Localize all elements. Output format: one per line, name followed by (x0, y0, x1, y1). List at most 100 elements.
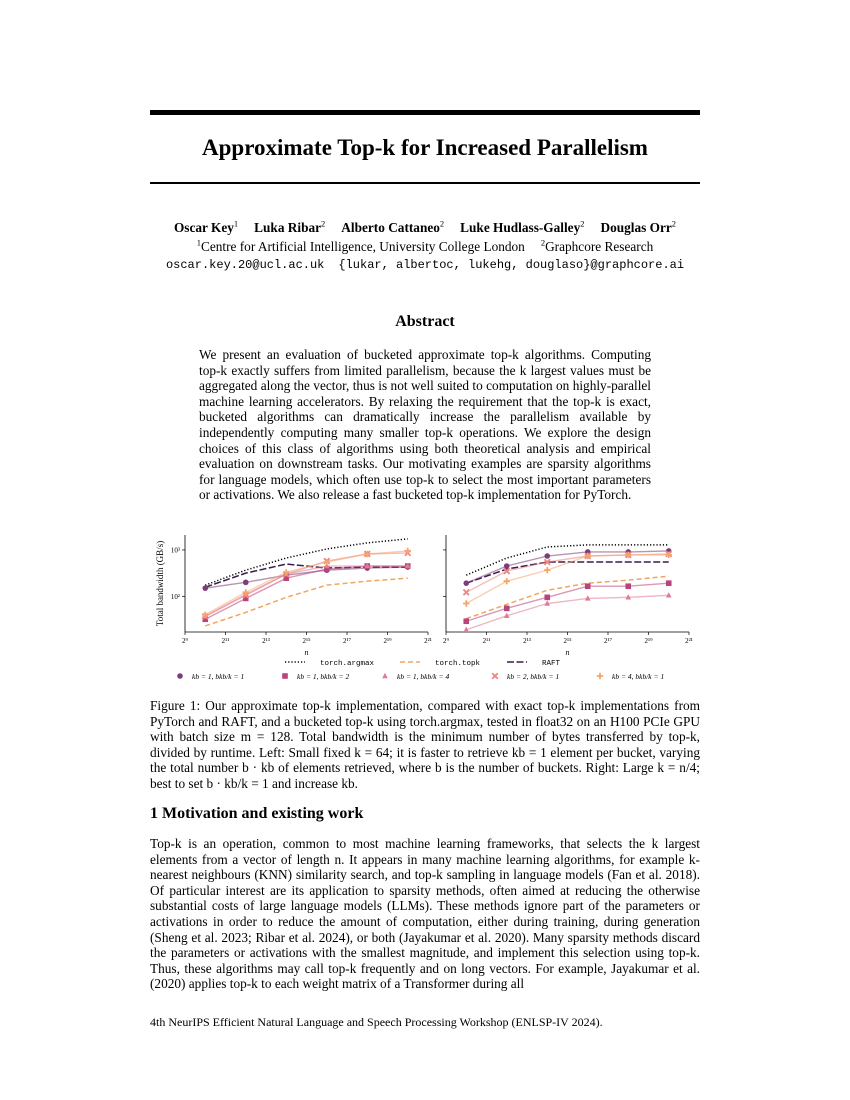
x-tick-label: 2²¹ (685, 637, 693, 645)
paper-title: Approximate Top-k for Increased Parallel… (202, 135, 648, 160)
marker-square (283, 575, 290, 581)
author-affil-mark: 2 (671, 219, 677, 229)
x-tick-label: 2¹⁷ (604, 637, 613, 645)
figure-caption: Figure 1: Our approximate top-k implemen… (150, 698, 700, 791)
marker-square (665, 580, 672, 586)
author-name: Luka Ribar (254, 220, 322, 236)
marker-square (503, 605, 510, 612)
marker-square (463, 618, 470, 625)
marker-plus (404, 547, 411, 555)
marker-x (543, 558, 551, 566)
legend-label: kb = 4, bkb/k = 1 (612, 672, 664, 681)
x-tick-label: 2¹¹ (483, 637, 491, 645)
series-line (465, 550, 669, 584)
marker-triangle (625, 594, 632, 600)
figure: 2⁹ 2¹¹ 2¹³ 2¹⁵ 2¹⁷ 2¹⁹ 2²¹ 10² 10³ n Total bandwid… (155, 535, 693, 681)
marker-plus (625, 551, 632, 559)
marker-square (323, 566, 330, 572)
marker-triangle (544, 600, 551, 606)
author: Oscar Key1 (173, 219, 238, 236)
author-name: Douglas Orr (600, 220, 672, 236)
marker-plus (323, 558, 330, 566)
marker-triangle (382, 672, 388, 679)
x-tick-label: 2¹⁵ (563, 637, 572, 645)
email: oscar.key.20@ucl.ac.uk (165, 258, 325, 272)
author: Douglas Orr2 (600, 219, 677, 236)
author-name: Luke Hudlass-Galley (460, 220, 581, 236)
author: Luke Hudlass-Galley2 (460, 219, 585, 236)
email-list: oscar.key.20@ucl.ac.uk {lukar, albertoc, … (150, 258, 700, 272)
x-tick-label: 2²¹ (424, 637, 432, 645)
marker-square (202, 616, 209, 623)
x-tick-label: 2¹⁵ (302, 637, 311, 645)
series-line (465, 544, 669, 576)
marker-plus (242, 589, 249, 596)
marker-circle (463, 580, 470, 586)
author: Luka Ribar2 (254, 219, 325, 236)
series-line (466, 561, 669, 584)
affil-name: Graphcore Research (545, 239, 654, 255)
abstract-text: We present an evaluation of bucketed app… (199, 347, 651, 503)
email: {lukar, albertoc, lukehg, douglaso}@grap… (338, 258, 685, 272)
marker-circle (544, 553, 551, 559)
x-tick-label: 2¹⁹ (644, 637, 653, 645)
legend-label: kb = 1, bkb/k = 4 (397, 672, 449, 681)
series-line (466, 575, 669, 620)
marker-plus (584, 552, 591, 560)
series-line (204, 550, 408, 616)
marker-triangle (503, 612, 510, 619)
marker-x (462, 588, 470, 596)
legend-label: kb = 1, bkb/k = 1 (192, 672, 244, 681)
marker-circle (177, 673, 183, 679)
legend-label: RAFT (542, 660, 561, 668)
affiliation-list: 1Centre for Artificial Intelligence, Uni… (150, 238, 700, 255)
marker-triangle (323, 562, 330, 569)
marker-plus (544, 566, 551, 574)
marker-square (584, 583, 591, 590)
author-name: Alberto Cattaneo (341, 220, 440, 236)
marker-circle (242, 579, 249, 586)
x-tick-label: 2¹¹ (222, 637, 230, 645)
marker-square (282, 673, 288, 679)
affil-name: Centre for Artificial Intelligence, Univ… (200, 239, 525, 255)
series-line (205, 566, 408, 589)
x-tick-label: 2¹³ (262, 637, 270, 645)
series-line (205, 577, 408, 627)
series-line (465, 554, 669, 605)
marker-circle (202, 585, 209, 591)
legend-label: torch.topk (435, 660, 481, 668)
abstract-heading: Abstract (395, 313, 455, 330)
marker-triangle (404, 562, 411, 569)
x-axis-label: n (305, 648, 309, 657)
author-list: Oscar Key1 Luka Ribar2 Alberto Cattaneo2 Lu… (150, 219, 700, 236)
affiliation: 2Graphcore Research (540, 238, 654, 255)
affil-mark: 1 (196, 238, 201, 248)
series-line (204, 538, 408, 586)
marker-triangle (364, 562, 371, 569)
affil-mark: 2 (540, 238, 546, 248)
legend-label: kb = 1, bkb/k = 2 (297, 672, 349, 681)
marker-plus (503, 577, 510, 585)
author: Alberto Cattaneo2 (341, 219, 444, 236)
author-affil-mark: 2 (580, 219, 585, 229)
y-tick-label: 10² (171, 593, 180, 601)
marker-plus (364, 550, 371, 558)
title-rule (150, 182, 700, 184)
x-tick-label: 2¹⁷ (343, 637, 352, 645)
marker-x (503, 567, 511, 575)
marker-x (491, 672, 499, 680)
y-tick-label: 10³ (171, 546, 180, 554)
marker-plus (596, 672, 604, 680)
marker-triangle (665, 592, 672, 598)
author-name: Oscar Key (173, 220, 234, 236)
marker-plus (463, 600, 470, 607)
x-tick-label: 2¹³ (523, 637, 531, 645)
y-axis-label: Total bandwidth (GB/s) (155, 541, 165, 626)
marker-plus (283, 569, 290, 576)
series-line (466, 594, 669, 631)
affiliation: 1Centre for Artificial Intelligence, Uni… (196, 238, 525, 255)
marker-square (625, 583, 632, 590)
series-line (205, 563, 408, 588)
legend-label: torch.argmax (320, 660, 375, 668)
